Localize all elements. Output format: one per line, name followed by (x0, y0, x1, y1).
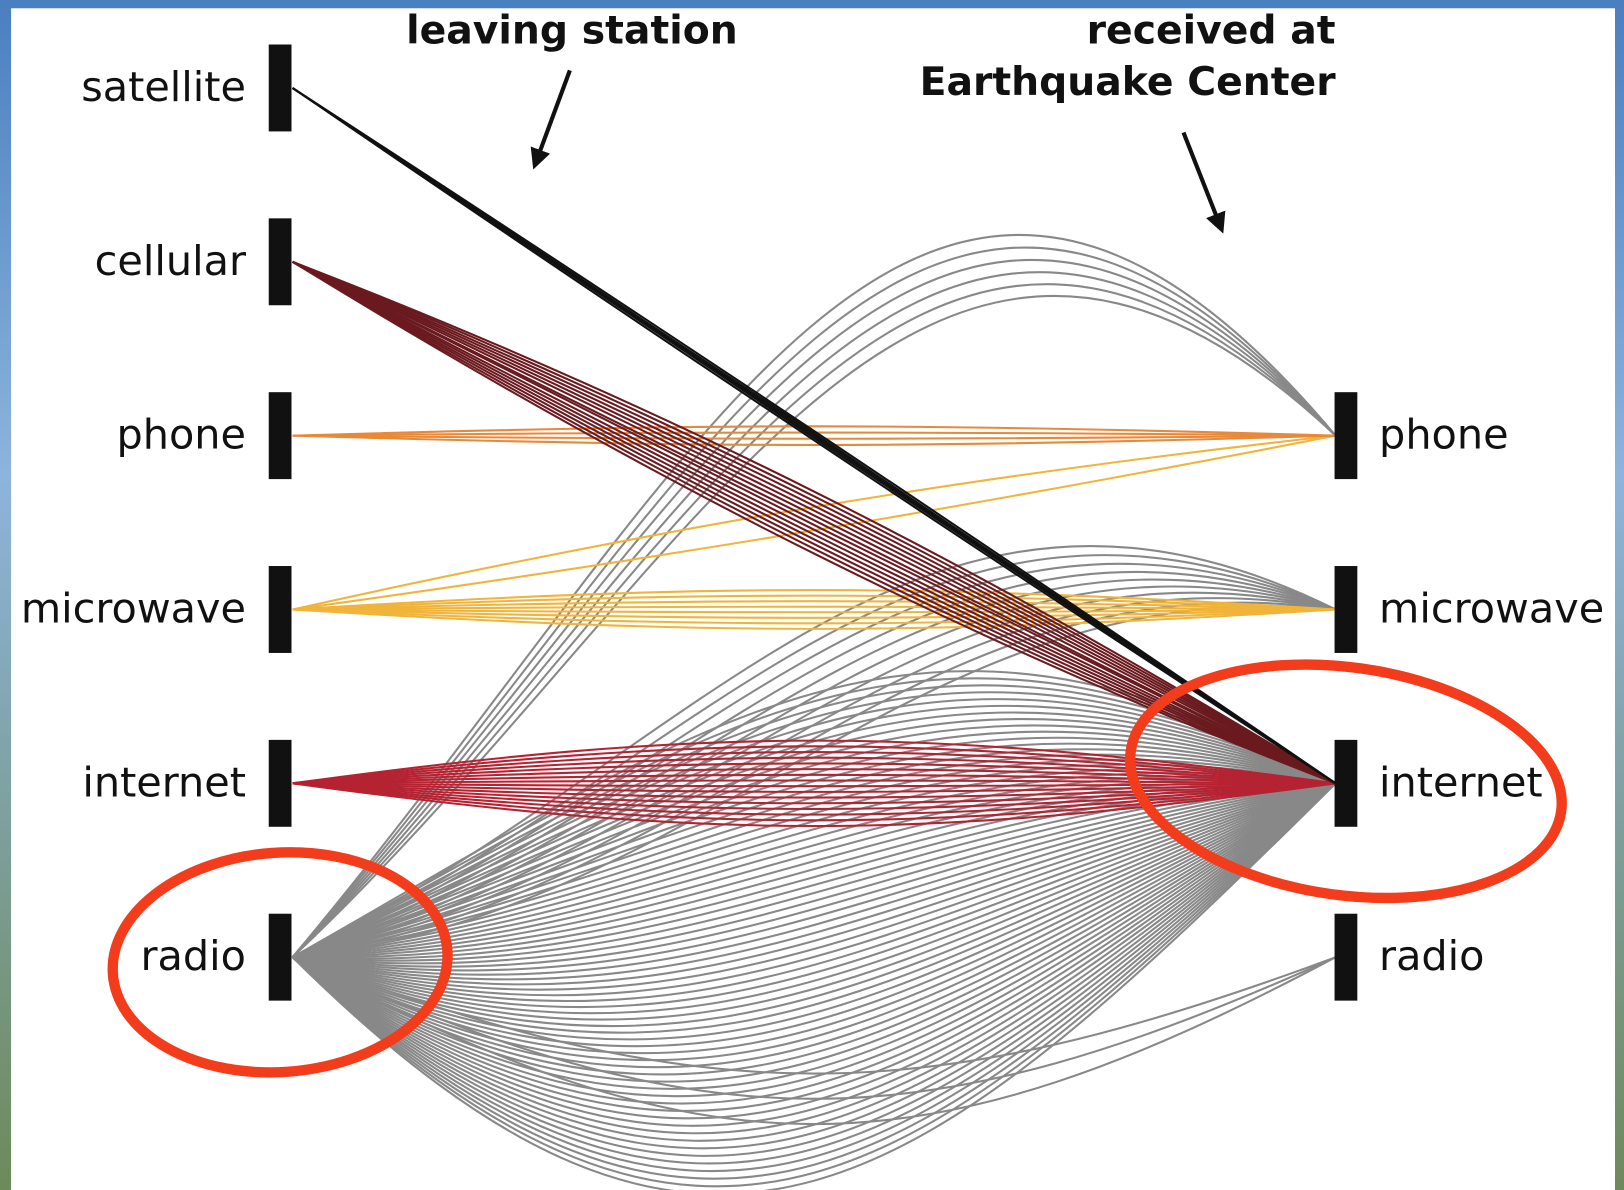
node-bar (269, 914, 292, 1001)
page: leaving station received at Earthquake C… (0, 0, 1624, 1190)
node-bar (1335, 392, 1358, 479)
node-bar (1335, 740, 1358, 827)
diagram: leaving station received at Earthquake C… (0, 0, 1624, 1190)
annotation: Earthquake Center (920, 60, 1337, 105)
node-label: radio (1379, 932, 1484, 980)
node-bar (269, 566, 292, 653)
node-label: internet (1379, 758, 1543, 806)
node-label: radio (141, 932, 246, 980)
annotation: leaving station (406, 8, 738, 53)
node-label: phone (116, 411, 245, 459)
node-bar (269, 44, 292, 131)
node-label: microwave (1379, 585, 1604, 633)
node-bar (1335, 566, 1358, 653)
node-bar (269, 218, 292, 305)
node-label: satellite (81, 63, 246, 111)
node-bar (269, 392, 292, 479)
annotation: received at (1087, 8, 1336, 53)
node-bar (1335, 914, 1358, 1001)
node-bar (269, 740, 292, 827)
node-label: microwave (21, 585, 246, 633)
node-label: phone (1379, 411, 1508, 459)
node-label: internet (82, 758, 246, 806)
node-label: cellular (95, 237, 247, 285)
